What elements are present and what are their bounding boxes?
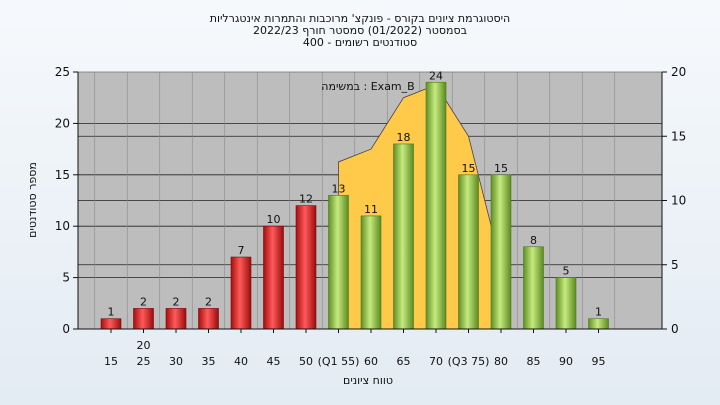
bar (295, 205, 317, 330)
bar-value-label: 15 (494, 162, 508, 175)
x-tick-label: (Q3 75) (448, 355, 490, 368)
bar (360, 215, 382, 330)
x-tick-label: 65 (397, 355, 411, 368)
bar (458, 174, 479, 330)
bar (100, 318, 122, 330)
y-right-tick-label: 5 (671, 258, 679, 272)
bar-value-label: 5 (563, 265, 570, 278)
bar (133, 308, 154, 330)
bar-value-label: 2 (173, 295, 180, 308)
y-left-tick-label: 20 (55, 116, 70, 130)
y-axis-label: מספר סטודנטים (26, 162, 39, 238)
x-tick-label: 70 (429, 355, 443, 368)
x-tick-label: 45 (267, 355, 281, 368)
bar (328, 195, 349, 330)
y-left-tick-label: 25 (55, 65, 70, 79)
y-right-tick-label: 20 (671, 65, 686, 79)
bars-group (100, 81, 609, 330)
y-right-tick-label: 0 (671, 322, 679, 336)
bar-value-label: 1 (108, 306, 115, 319)
bar-value-label: 10 (267, 213, 281, 226)
y-left-tick-label: 10 (55, 219, 70, 233)
bar-value-label: 12 (299, 193, 313, 206)
y-right-tick-label: 15 (671, 129, 686, 143)
x-tick-label: 90 (559, 355, 573, 368)
bar-value-label: 2 (140, 295, 147, 308)
x-tick-label: 35 (202, 355, 216, 368)
bar (425, 81, 447, 330)
chart-title-line-1: היסטוגרמת ציונים בקורס - פונקצ' מרוכבות … (210, 12, 511, 25)
chart-title-line-3: סטודנטים רשומים - 400 (303, 36, 417, 49)
bar (198, 308, 219, 330)
bar-value-label: 2 (205, 295, 212, 308)
x-tick-label-upper: 20 (137, 339, 151, 352)
y-left-tick-label: 5 (62, 271, 70, 285)
x-axis-label: טווח ציונים (343, 374, 393, 387)
bar (555, 277, 577, 330)
annotation: במשימה : Exam_B (321, 80, 414, 93)
bar (523, 246, 544, 330)
bar-value-label: 11 (364, 203, 378, 216)
bar-value-label: 13 (332, 182, 346, 195)
bar (393, 143, 414, 330)
x-tick-label: 30 (169, 355, 183, 368)
x-tick-label: 80 (494, 355, 508, 368)
bar-value-label: 1 (595, 306, 602, 319)
bar-value-label: 7 (238, 244, 245, 257)
bar-value-label: 18 (397, 131, 411, 144)
bar (230, 256, 252, 330)
x-tick-label: 15 (104, 355, 118, 368)
x-tick-label: 40 (234, 355, 248, 368)
bar (490, 174, 512, 330)
chart-title-line-2: בסמסטר (01/2022) סמסטר חורף 2022/23 (253, 24, 467, 37)
bar-value-label: 15 (462, 162, 476, 175)
bar (588, 318, 609, 330)
x-tick-label: 50 (299, 355, 313, 368)
x-tick-label: 85 (527, 355, 541, 368)
bar-value-label: 8 (530, 234, 537, 247)
y-left-tick-label: 0 (62, 322, 70, 336)
x-tick-label: 60 (364, 355, 378, 368)
bar (263, 225, 284, 330)
bar (165, 308, 187, 330)
y-left-tick-label: 15 (55, 168, 70, 182)
bar-value-label: 24 (429, 69, 443, 82)
x-tick-label: 95 (592, 355, 606, 368)
x-tick-label: (Q1 55) (318, 355, 360, 368)
x-tick-label: 25 (137, 355, 151, 368)
y-right-tick-label: 10 (671, 194, 686, 208)
